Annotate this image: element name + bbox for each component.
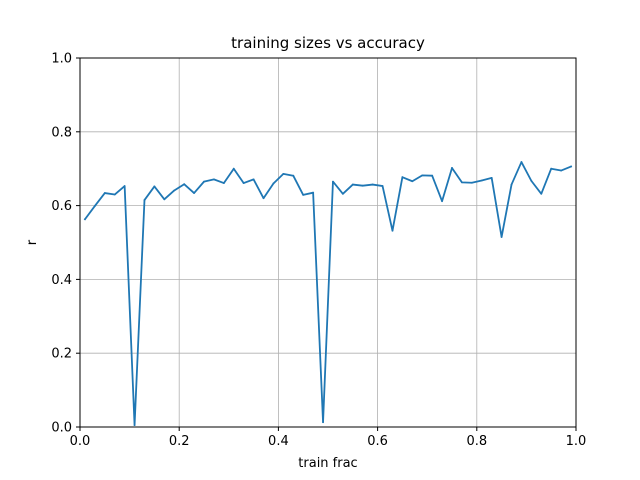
series-line <box>83 161 573 427</box>
data-point <box>173 189 176 192</box>
data-point <box>193 192 195 194</box>
data-point <box>401 176 404 179</box>
data-point <box>421 174 424 177</box>
y-tick-label: 0.8 <box>51 125 72 140</box>
x-tick-label: 0.8 <box>466 434 487 449</box>
data-point <box>570 165 572 168</box>
y-tick-label: 0.0 <box>51 421 72 436</box>
data-point <box>103 192 106 194</box>
data-point <box>411 180 414 183</box>
y-tick-label: 1.0 <box>51 52 72 67</box>
data-point <box>113 193 116 196</box>
y-tick-label: 0.6 <box>51 199 72 214</box>
data-point <box>500 236 503 238</box>
data-point <box>560 169 563 172</box>
data-point <box>371 183 374 186</box>
data-point <box>183 183 186 186</box>
data-point <box>213 178 215 181</box>
data-point <box>381 185 384 187</box>
y-axis-label: r <box>25 239 40 245</box>
axis-ticks: 0.0 0.2 0.4 0.6 0.8 1.0 0.0 0.2 0.4 0.6 0.8 1.0 <box>51 52 586 450</box>
data-point <box>461 181 463 184</box>
data-point <box>391 229 394 232</box>
x-axis-label: train frac <box>298 456 357 471</box>
data-point <box>252 178 255 181</box>
x-tick-label: 0.6 <box>367 434 388 449</box>
data-point <box>480 179 483 182</box>
data-point <box>540 192 543 195</box>
plot-frame <box>79 57 577 428</box>
x-tick-label: 0.2 <box>169 434 190 449</box>
data-point <box>282 172 285 175</box>
data-point <box>361 184 364 187</box>
data-point <box>143 199 146 201</box>
data-point <box>292 174 295 177</box>
data-point <box>322 421 324 424</box>
data-point <box>93 205 96 207</box>
data-point <box>490 177 493 179</box>
data-point <box>332 180 334 183</box>
x-tick-label: 0.4 <box>268 434 289 449</box>
data-point <box>530 179 533 182</box>
data-point <box>431 174 434 177</box>
y-tick-label: 0.4 <box>51 273 72 288</box>
data-point <box>133 424 136 427</box>
x-tick-label: 1.0 <box>566 434 587 449</box>
x-tick-label: 0.0 <box>70 434 91 449</box>
data-point <box>520 161 523 163</box>
y-tick-label: 0.2 <box>51 347 72 362</box>
data-point <box>351 183 354 186</box>
data-point <box>441 200 443 203</box>
data-point <box>203 180 205 183</box>
chart-title: training sizes vs accuracy <box>231 34 425 52</box>
data-point <box>123 185 126 187</box>
data-point <box>84 218 86 221</box>
data-point <box>153 185 156 188</box>
series-layer <box>83 161 573 427</box>
data-point <box>232 167 235 170</box>
data-point <box>272 182 275 185</box>
data-point <box>302 193 305 196</box>
data-point <box>341 192 344 195</box>
data-point <box>550 167 553 170</box>
data-point <box>163 198 166 201</box>
data-point <box>470 181 473 184</box>
data-point <box>312 191 315 194</box>
data-point <box>451 167 453 169</box>
data-point <box>510 183 513 186</box>
data-point <box>222 182 225 184</box>
data-point <box>242 182 245 184</box>
data-point <box>262 197 265 200</box>
